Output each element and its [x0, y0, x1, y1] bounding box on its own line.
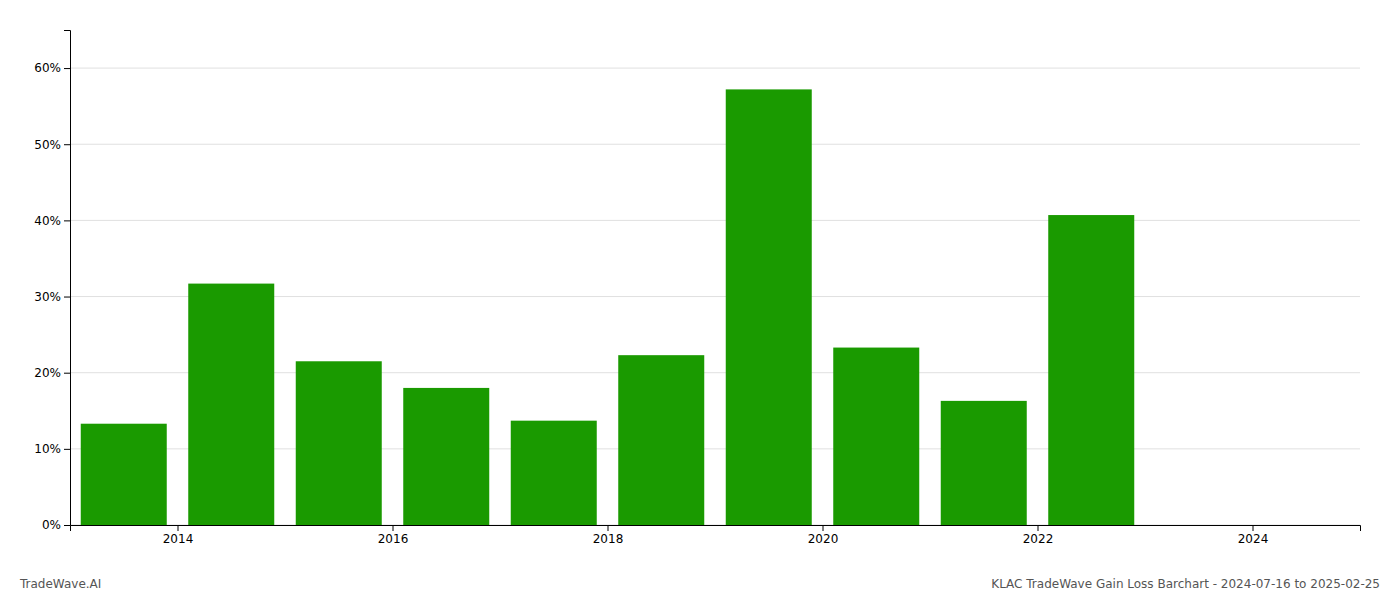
grid-line [70, 68, 1360, 69]
y-tick-label: 10% [34, 442, 61, 456]
bar [188, 284, 274, 525]
x-axis-line [71, 526, 1361, 532]
x-tick-mark [1038, 525, 1039, 531]
y-tick: 10% [34, 442, 70, 456]
bar [81, 424, 167, 525]
y-tick-mark [64, 220, 70, 221]
x-tick-mark [178, 525, 179, 531]
bar [511, 421, 597, 525]
grid [70, 68, 1360, 525]
bar [833, 348, 919, 525]
y-tick-mark [64, 144, 70, 145]
grid-line [70, 144, 1360, 145]
x-tick-label: 2024 [1238, 532, 1269, 546]
x-tick: 2024 [1238, 525, 1269, 546]
y-tick: 60% [34, 61, 70, 75]
grid-line [70, 220, 1360, 221]
x-tick-mark [823, 525, 824, 531]
x-tick-label: 2016 [378, 532, 409, 546]
bar [1048, 215, 1134, 525]
y-tick: 0% [42, 518, 70, 532]
footer-text: TradeWave.AI [19, 577, 101, 591]
bar [618, 355, 704, 525]
y-tick-mark [64, 525, 70, 526]
y-axis-line [64, 31, 71, 526]
y-tick-label: 60% [34, 61, 61, 75]
x-tick: 2022 [1023, 525, 1054, 546]
y-tick: 50% [34, 138, 70, 152]
y-tick-mark [64, 373, 70, 374]
bar [941, 401, 1027, 525]
y-tick-mark [64, 449, 70, 450]
x-tick: 2020 [808, 525, 839, 546]
x-tick: 2014 [163, 525, 194, 546]
x-tick-mark [393, 525, 394, 531]
y-tick: 30% [34, 290, 70, 304]
footer-text: KLAC TradeWave Gain Loss Barchart - 2024… [991, 577, 1380, 591]
x-tick-mark [1253, 525, 1254, 531]
bar [403, 388, 489, 525]
bars [81, 89, 1135, 525]
y-tick-mark [64, 68, 70, 69]
y-tick-label: 30% [34, 290, 61, 304]
y-tick-label: 50% [34, 138, 61, 152]
x-tick-mark [608, 525, 609, 531]
chart: 2014 2016 2018 2020 2022 2024 0% 10% 20% 30% 40% 50… [0, 0, 1400, 600]
bar [726, 89, 812, 525]
y-tick-mark [64, 297, 70, 298]
x-tick-label: 2018 [593, 532, 624, 546]
y-tick-label: 0% [42, 518, 61, 532]
plot: 2014 2016 2018 2020 2022 2024 0% 10% 20% 30% 40% 50… [34, 31, 1360, 546]
x-axis: 2014 2016 2018 2020 2022 2024 [71, 525, 1361, 546]
y-tick: 40% [34, 214, 70, 228]
x-tick-label: 2014 [163, 532, 194, 546]
y-tick-label: 20% [34, 366, 61, 380]
x-tick-label: 2020 [808, 532, 839, 546]
y-axis: 0% 10% 20% 30% 40% 50% 60% [34, 31, 70, 533]
bar [296, 361, 382, 525]
x-tick: 2016 [378, 525, 409, 546]
x-tick-label: 2022 [1023, 532, 1054, 546]
x-tick: 2018 [593, 525, 624, 546]
y-tick: 20% [34, 366, 70, 380]
y-tick-label: 40% [34, 214, 61, 228]
